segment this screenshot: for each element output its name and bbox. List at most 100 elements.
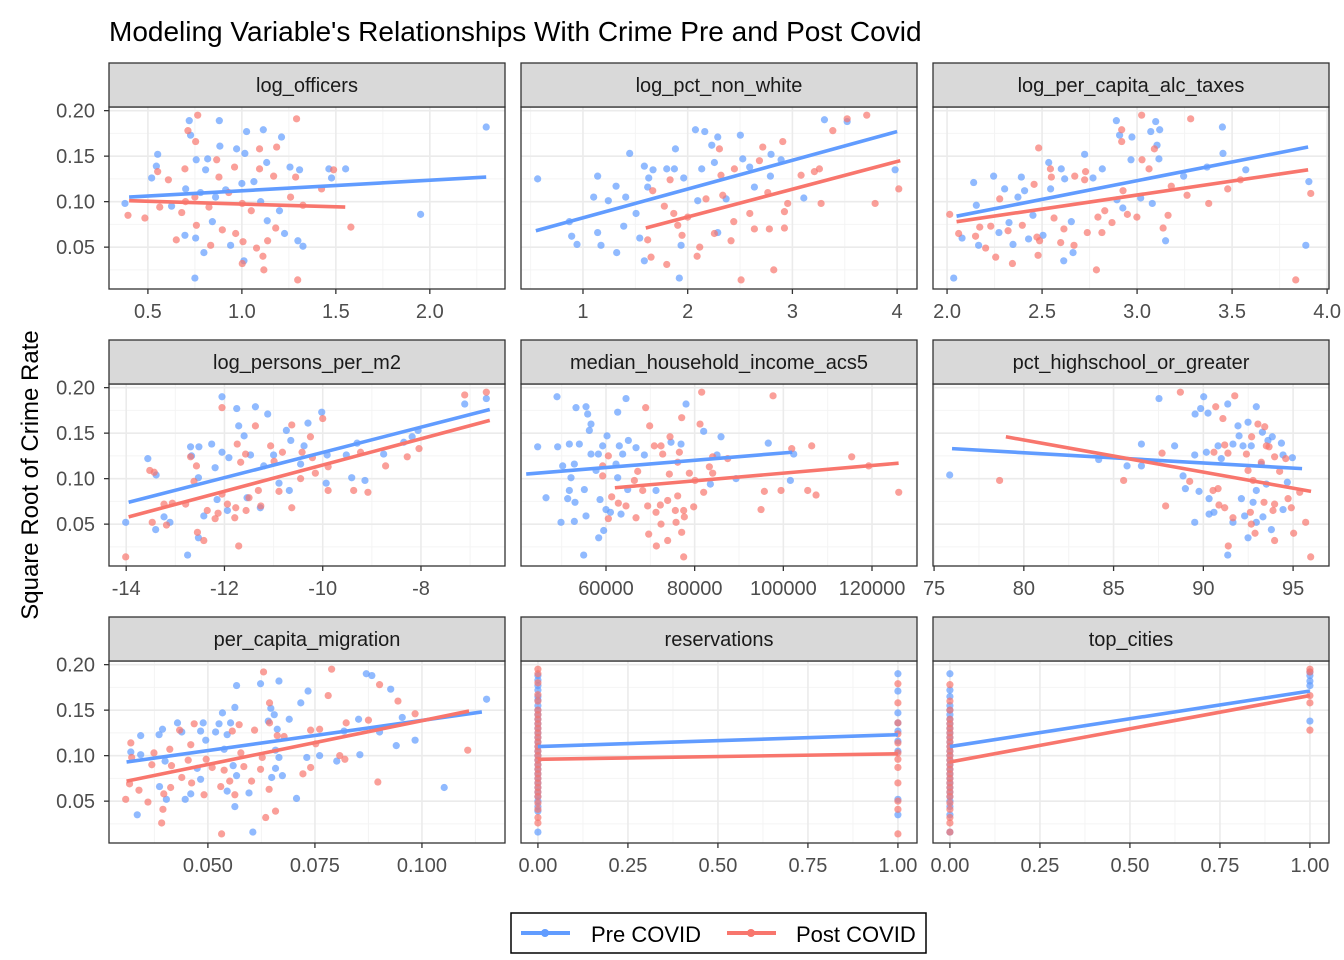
point-post-covid — [311, 469, 319, 477]
point-pre-covid — [240, 432, 248, 440]
point-pre-covid — [632, 444, 640, 452]
facet-strip-label: log_pct_non_white — [636, 75, 803, 97]
point-post-covid — [273, 143, 281, 151]
point-pre-covid — [327, 174, 336, 182]
point-pre-covid — [682, 400, 690, 408]
point-post-covid — [1183, 191, 1191, 199]
point-post-covid — [1094, 213, 1102, 221]
point-pre-covid — [587, 450, 595, 458]
y-tick-label: 0.05 — [56, 791, 95, 813]
point-post-covid — [257, 502, 265, 510]
point-pre-covid — [717, 433, 725, 441]
point-post-covid — [946, 828, 954, 836]
point-post-covid — [894, 805, 902, 813]
x-tick-label: 0.50 — [1110, 855, 1149, 877]
fit-line-post-covid — [129, 198, 346, 209]
point-pre-covid — [1005, 218, 1013, 227]
point-pre-covid — [268, 773, 276, 782]
point-pre-covid — [1024, 235, 1033, 243]
point-pre-covid — [392, 742, 400, 750]
point-pre-covid — [182, 185, 190, 193]
point-pre-covid — [1258, 428, 1267, 436]
point-post-covid — [863, 111, 871, 119]
x-tick-label: -12 — [210, 578, 239, 600]
point-pre-covid — [287, 436, 295, 445]
point-post-covid — [1261, 423, 1269, 431]
point-pre-covid — [582, 512, 590, 520]
point-post-covid — [534, 792, 542, 801]
point-post-covid — [255, 165, 264, 173]
point-pre-covid — [1268, 433, 1276, 441]
point-pre-covid — [606, 508, 615, 516]
point-pre-covid — [575, 440, 583, 448]
point-pre-covid — [786, 476, 794, 485]
fit-line-pre-covid — [956, 145, 1309, 218]
point-post-covid — [288, 421, 296, 429]
point-post-covid — [894, 719, 902, 727]
point-post-covid — [843, 115, 851, 123]
point-pre-covid — [417, 210, 425, 218]
point-pre-covid — [155, 731, 163, 739]
point-post-covid — [1224, 449, 1232, 457]
point-post-covid — [273, 732, 281, 740]
point-pre-covid — [1252, 403, 1260, 411]
point-pre-covid — [1244, 418, 1252, 426]
point-pre-covid — [1204, 409, 1212, 417]
point-post-covid — [784, 199, 792, 208]
point-pre-covid — [482, 123, 490, 131]
x-tick-label: 75 — [923, 578, 945, 600]
x-tick-label: -8 — [412, 578, 430, 600]
point-post-covid — [329, 166, 338, 174]
panel-background — [109, 384, 505, 566]
point-post-covid — [223, 500, 232, 508]
point-post-covid — [298, 448, 306, 456]
point-post-covid — [194, 111, 202, 119]
point-post-covid — [666, 433, 674, 441]
point-post-covid — [162, 521, 171, 529]
point-pre-covid — [706, 480, 714, 488]
plot-area — [946, 665, 1314, 836]
point-pre-covid — [570, 517, 578, 526]
point-pre-covid — [1205, 495, 1213, 503]
point-pre-covid — [622, 193, 630, 201]
y-tick-label: 0.10 — [56, 469, 95, 491]
point-pre-covid — [249, 828, 257, 836]
point-pre-covid — [202, 166, 210, 174]
point-pre-covid — [233, 145, 241, 153]
point-pre-covid — [542, 494, 550, 502]
point-post-covid — [278, 448, 287, 456]
point-post-covid — [237, 749, 245, 757]
point-pre-covid — [181, 795, 189, 803]
point-pre-covid — [213, 495, 221, 504]
point-pre-covid — [671, 145, 680, 153]
point-post-covid — [190, 477, 198, 485]
point-pre-covid — [245, 789, 253, 797]
point-post-covid — [894, 699, 902, 707]
point-pre-covid — [1277, 439, 1286, 447]
point-post-covid — [622, 502, 630, 510]
point-post-covid — [1004, 227, 1012, 235]
point-pre-covid — [263, 217, 271, 225]
plot-area — [122, 665, 491, 838]
point-pre-covid — [534, 828, 542, 836]
fit-line-post-covid — [537, 752, 898, 762]
facet-strip-label: top_cities — [1089, 629, 1174, 651]
point-post-covid — [231, 514, 239, 522]
point-post-covid — [288, 504, 296, 512]
point-pre-covid — [223, 787, 231, 795]
x-tick-label: 0.75 — [1200, 855, 1239, 877]
point-post-covid — [159, 805, 167, 813]
point-post-covid — [265, 785, 273, 793]
point-post-covid — [649, 187, 657, 195]
point-post-covid — [260, 266, 268, 274]
point-pre-covid — [946, 471, 954, 479]
point-pre-covid — [197, 727, 205, 735]
point-post-covid — [482, 388, 490, 396]
point-post-covid — [1287, 504, 1295, 512]
plot-area — [946, 111, 1315, 284]
point-post-covid — [665, 470, 673, 478]
panel-background — [521, 661, 917, 843]
point-pre-covid — [235, 422, 243, 430]
point-pre-covid — [1191, 518, 1199, 526]
